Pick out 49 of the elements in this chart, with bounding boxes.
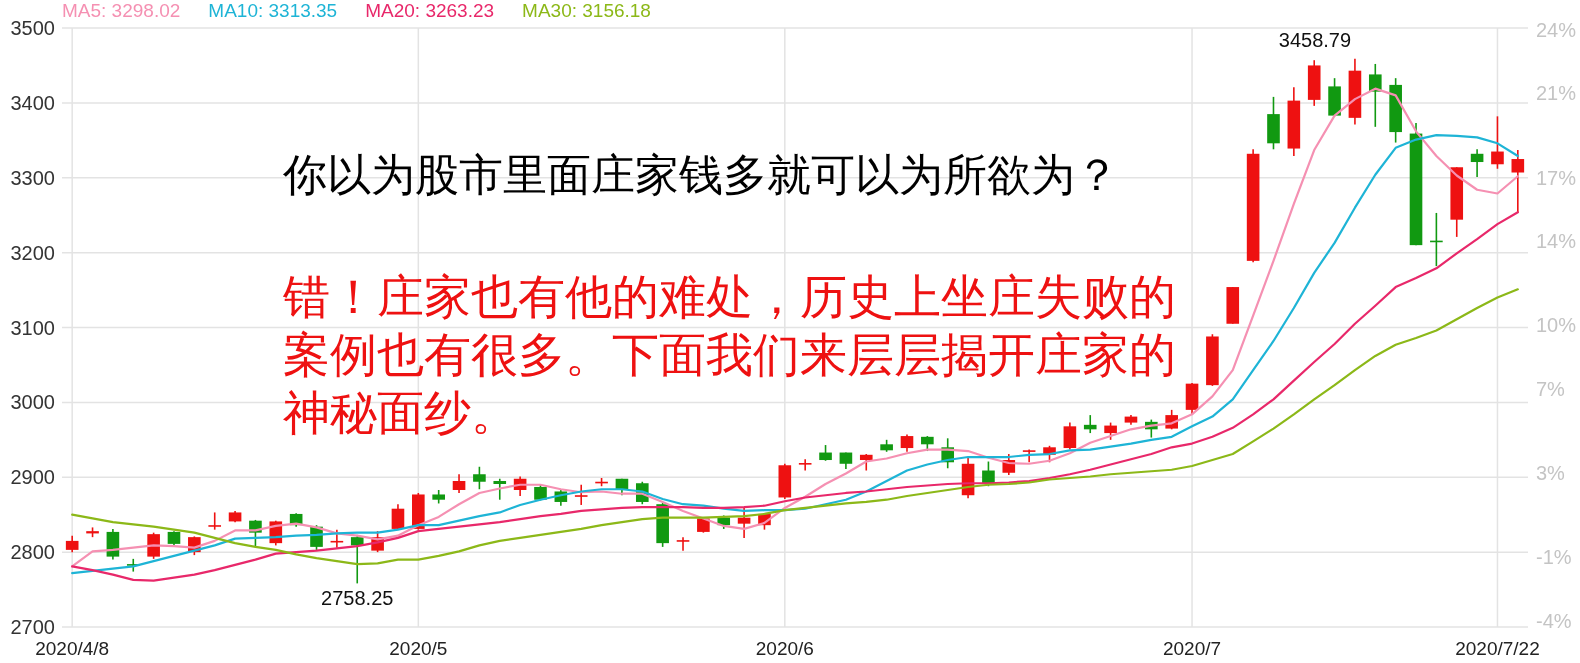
y-tick-label: 3200 [10, 241, 55, 264]
y-tick-label: 2700 [10, 616, 55, 638]
y-tick-label: 2800 [10, 541, 55, 564]
y-tick-label: 3100 [10, 316, 55, 339]
text: MA10: 3313.35 [208, 0, 338, 21]
x-tick-label: 2020/7/22 [1455, 638, 1540, 659]
annotation: 2758.25 [321, 587, 394, 610]
y2-tick-label: 10% [1536, 314, 1577, 337]
candlestick [452, 473, 466, 494]
candlestick [208, 511, 222, 531]
y2-tick-label: 7% [1536, 377, 1566, 400]
y2-tick-label: 14% [1536, 230, 1577, 253]
y2-tick-label: 3% [1536, 462, 1566, 485]
candlestick [798, 458, 812, 472]
candlestick [1083, 414, 1097, 434]
annotation: 错！庄家也有他的难处，历史上坐庄失败的案例也有很多。下面我们来层层揭开庄家的神秘面纱。 [283, 268, 1177, 442]
y2-tick-label: 21% [1536, 82, 1577, 105]
candlestick [1368, 63, 1382, 128]
candlestick [737, 506, 751, 539]
y2-tick-label: -4% [1536, 609, 1572, 632]
line-series [71, 211, 1519, 582]
candlestick [676, 536, 690, 552]
y2-tick-label: 17% [1536, 166, 1577, 189]
y2-tick-label: -1% [1536, 546, 1572, 569]
x-tick-label: 2020/4/8 [35, 638, 110, 659]
candlestick [350, 534, 364, 585]
y-tick-label: 3500 [10, 17, 55, 39]
candlestick [493, 477, 507, 501]
annotation: 3458.79 [1278, 28, 1352, 51]
candlestick [1063, 421, 1077, 451]
candlestick [1491, 115, 1504, 170]
x-tick-label: 2020/6 [755, 638, 814, 659]
candlestick [574, 483, 588, 506]
y-tick-label: 2900 [10, 466, 55, 489]
annotation: 你以为股市里面庄家钱多就可以为所欲为？ [283, 148, 1119, 202]
y2-tick-label: 24% [1536, 19, 1577, 42]
y-tick-label: 3000 [10, 391, 55, 414]
y-tick-label: 3300 [10, 166, 55, 189]
candlestick [1470, 148, 1484, 178]
x-tick-label: 2020/7 [1162, 638, 1222, 659]
candlestick [147, 531, 160, 560]
candlestick [1511, 149, 1525, 214]
text: MA30: 3156.18 [522, 0, 651, 21]
x-tick-label: 2020/5 [389, 638, 448, 659]
y-tick-label: 3400 [10, 91, 55, 114]
text: MA5: 3298.02 [62, 0, 181, 21]
candlestick [391, 503, 405, 531]
candlestick [473, 465, 486, 491]
text: MA20: 3263.23 [365, 0, 495, 21]
